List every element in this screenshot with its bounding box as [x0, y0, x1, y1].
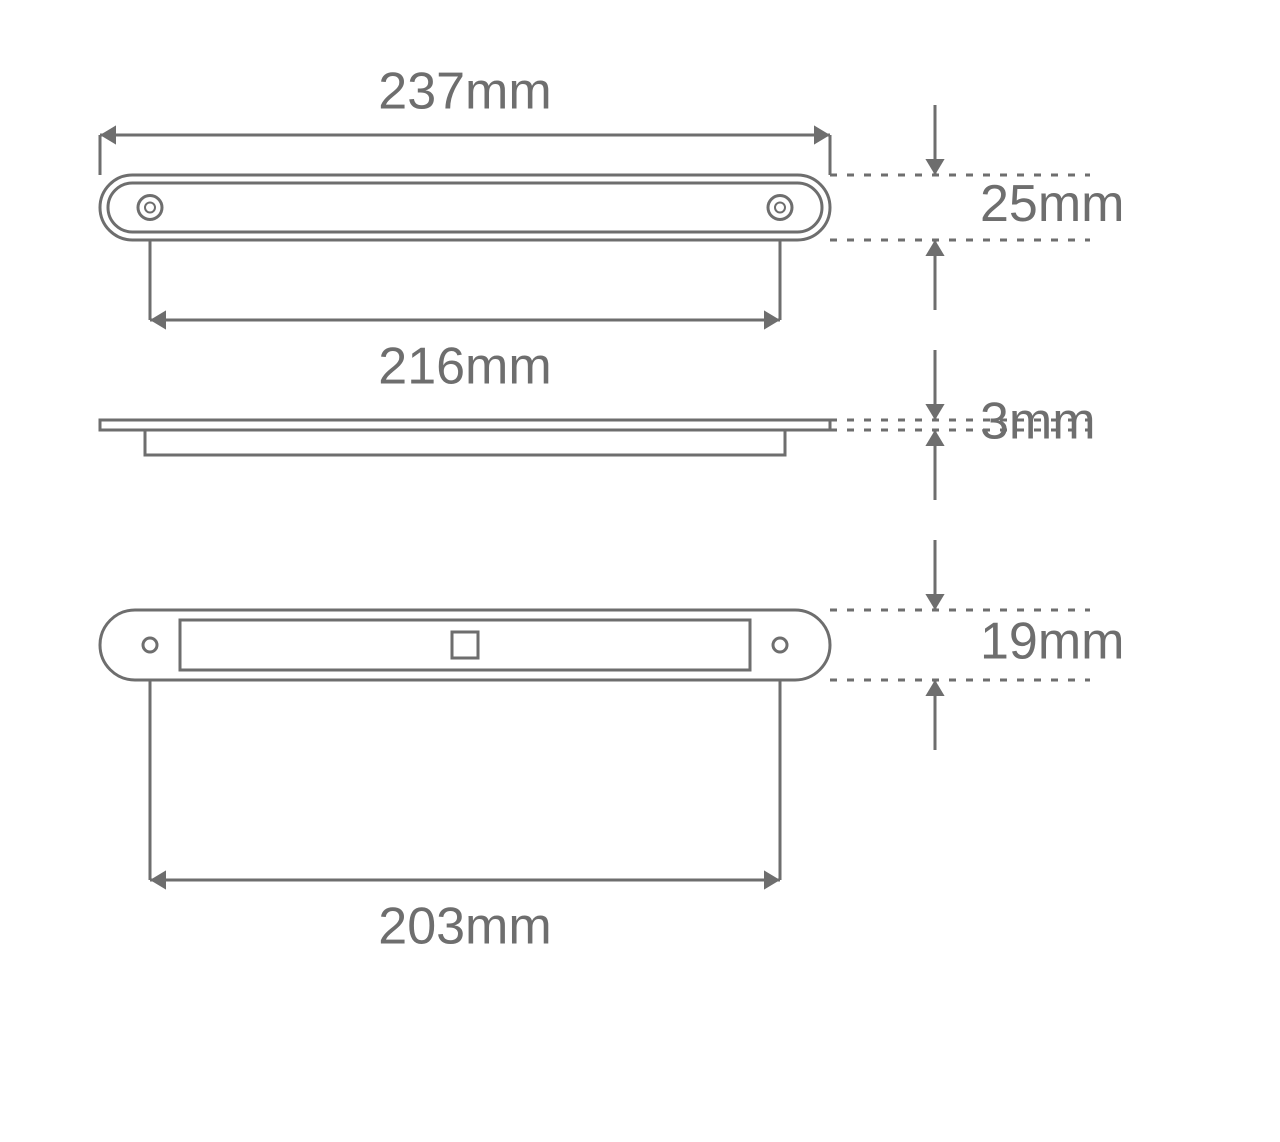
dimension-label: 237mm: [378, 63, 551, 121]
top-view-outline: [100, 175, 830, 240]
dimension-label: 3mm: [980, 393, 1096, 451]
dimension-label: 216mm: [378, 338, 551, 396]
side-view-body: [145, 430, 785, 455]
mounting-hole: [138, 196, 162, 220]
dimension-label: 19mm: [980, 613, 1124, 671]
mounting-hole: [768, 196, 792, 220]
dimension-label: 25mm: [980, 175, 1124, 233]
rear-view-connector: [452, 632, 478, 658]
rear-view-window: [180, 620, 750, 670]
engineering-drawing: 237mm 216mm 203mm 25mm 3mm 19mm: [0, 0, 1280, 1142]
dimension-label: 203mm: [378, 898, 551, 956]
